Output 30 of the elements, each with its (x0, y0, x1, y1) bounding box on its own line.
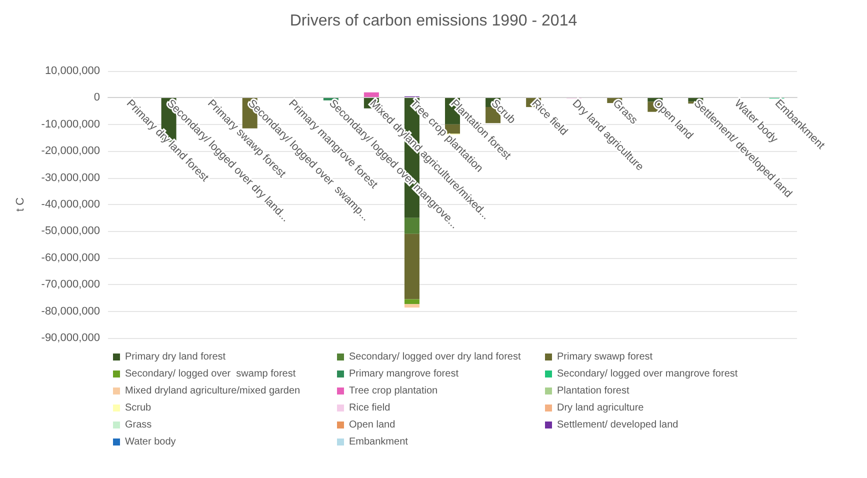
legend-label: Grass (125, 420, 152, 430)
y-tick-label: -30,000,000 (41, 172, 100, 184)
y-tick-label: 0 (94, 92, 100, 104)
chart-title: Drivers of carbon emissions 1990 - 2014 (290, 12, 578, 30)
legend-label: Secondary/ logged over dry land forest (349, 352, 521, 362)
legend-label: Water body (125, 436, 176, 448)
legend-label: Tree crop plantation (349, 386, 438, 396)
legend-label: Dry land agriculture (557, 402, 644, 414)
legend-label: Scrub (125, 402, 152, 414)
y-axis-title: t C (14, 197, 26, 212)
legend-label: Secondary/ logged over swamp forest (125, 368, 296, 380)
legend-label: Primary dry land forest (125, 352, 226, 362)
legend-label: Settlement/ developed land (557, 420, 678, 430)
y-tick-label: -80,000,000 (41, 305, 100, 318)
y-tick-label: -60,000,000 (41, 252, 100, 264)
y-tick-label: -50,000,000 (41, 225, 100, 238)
legend-label: Plantation forest (557, 386, 630, 396)
legend-label: Primary swawp forest (557, 352, 653, 362)
legend-label: Primary mangrove forest (349, 368, 459, 380)
y-tick-label: -90,000,000 (41, 332, 100, 344)
y-tick-label: -70,000,000 (41, 278, 100, 291)
legend-label: Open land (349, 420, 396, 430)
y-tick-label: -40,000,000 (41, 198, 100, 210)
y-tick-label: -20,000,000 (41, 145, 100, 158)
legend-label: Mixed dryland agriculture/mixed garden (125, 386, 300, 396)
y-tick-label: -10,000,000 (41, 118, 100, 130)
legend-label: Embankment (349, 436, 408, 448)
legend-label: Secondary/ logged over mangrove forest (557, 368, 738, 380)
y-tick-label: 10,000,000 (44, 65, 100, 77)
legend-label: Rice field (349, 402, 390, 414)
